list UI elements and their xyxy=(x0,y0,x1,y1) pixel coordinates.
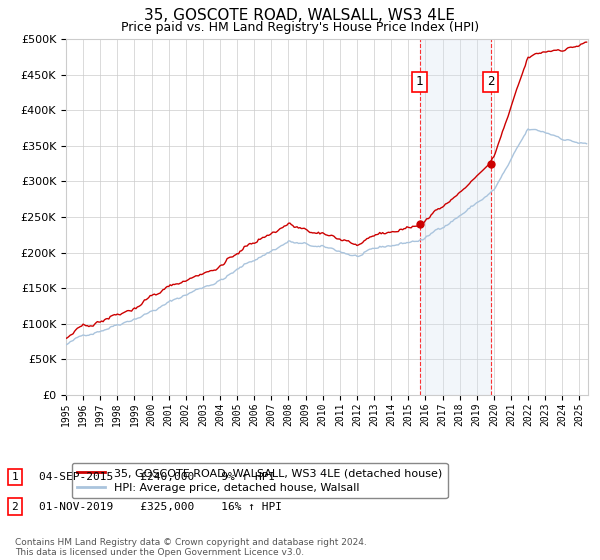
Text: 04-SEP-2015    £240,000    9% ↑ HPI: 04-SEP-2015 £240,000 9% ↑ HPI xyxy=(39,472,275,482)
Legend: 35, GOSCOTE ROAD, WALSALL, WS3 4LE (detached house), HPI: Average price, detache: 35, GOSCOTE ROAD, WALSALL, WS3 4LE (deta… xyxy=(71,463,448,498)
Text: Price paid vs. HM Land Registry's House Price Index (HPI): Price paid vs. HM Land Registry's House … xyxy=(121,21,479,34)
Text: 35, GOSCOTE ROAD, WALSALL, WS3 4LE: 35, GOSCOTE ROAD, WALSALL, WS3 4LE xyxy=(145,8,455,24)
Text: 01-NOV-2019    £325,000    16% ↑ HPI: 01-NOV-2019 £325,000 16% ↑ HPI xyxy=(39,502,282,512)
Text: 2: 2 xyxy=(11,502,19,512)
Text: 1: 1 xyxy=(416,76,424,88)
Text: 2: 2 xyxy=(487,76,495,88)
Text: 1: 1 xyxy=(11,472,19,482)
Text: Contains HM Land Registry data © Crown copyright and database right 2024.
This d: Contains HM Land Registry data © Crown c… xyxy=(15,538,367,557)
Bar xyxy=(420,39,491,395)
